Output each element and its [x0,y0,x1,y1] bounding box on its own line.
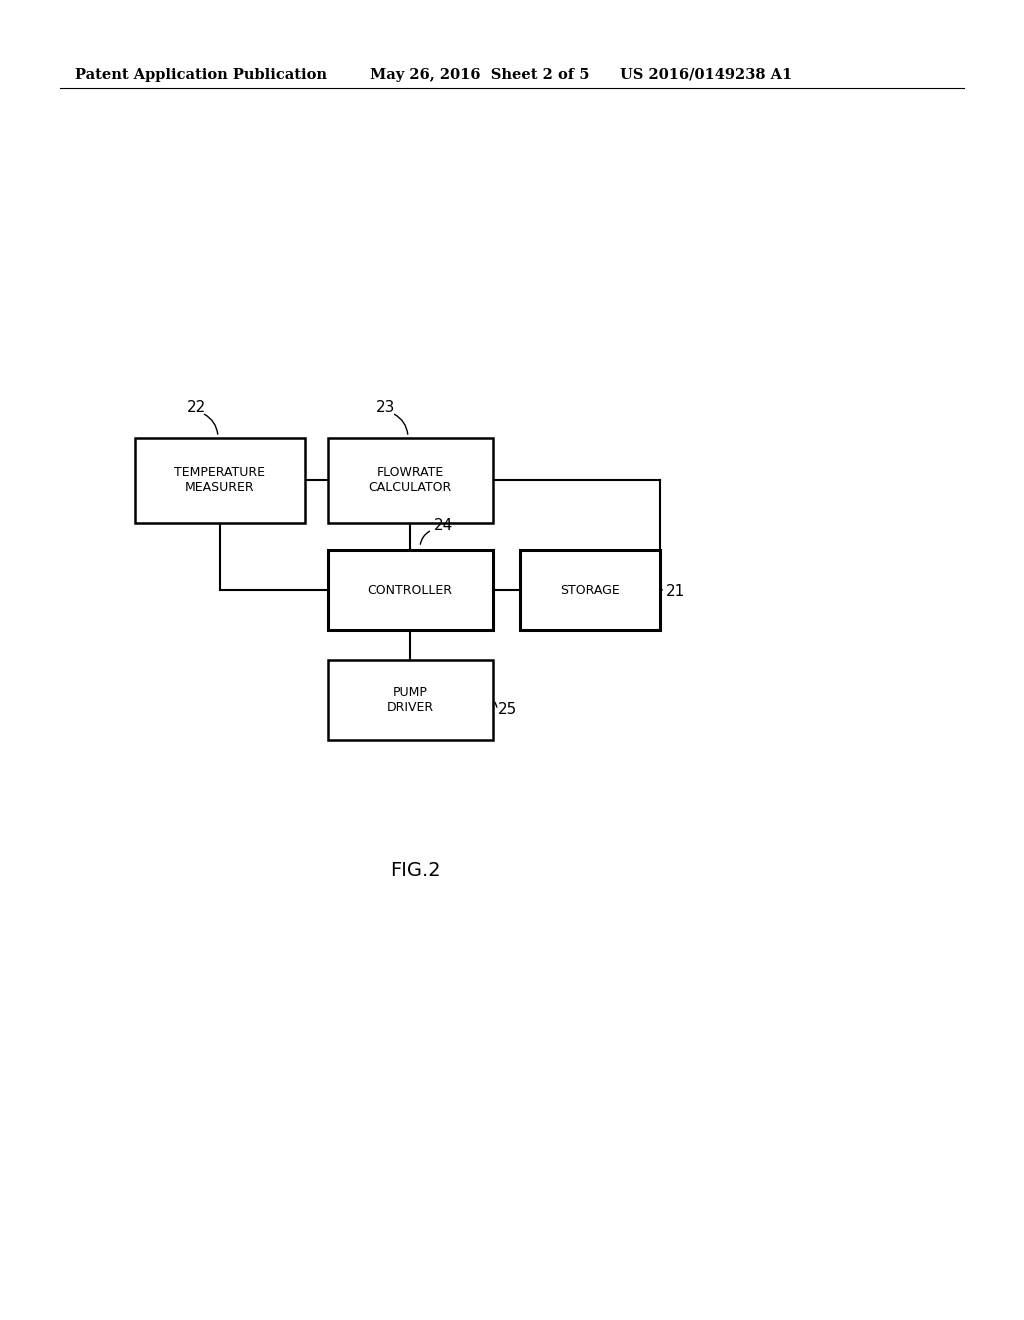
Bar [328,550,493,630]
Bar [520,550,660,630]
Text: May 26, 2016  Sheet 2 of 5: May 26, 2016 Sheet 2 of 5 [370,69,590,82]
Text: STORAGE: STORAGE [560,583,620,597]
Text: FIG.2: FIG.2 [390,861,440,879]
Text: CONTROLLER: CONTROLLER [368,583,453,597]
Text: 24: 24 [434,517,454,532]
Text: 25: 25 [498,702,517,718]
Text: 22: 22 [186,400,206,414]
Text: FLOWRATE
CALCULATOR: FLOWRATE CALCULATOR [369,466,452,494]
Bar [135,437,305,523]
Text: 23: 23 [376,400,395,414]
Text: US 2016/0149238 A1: US 2016/0149238 A1 [620,69,793,82]
Text: PUMP
DRIVER: PUMP DRIVER [386,686,433,714]
Bar [328,660,493,741]
Text: TEMPERATURE
MEASURER: TEMPERATURE MEASURER [174,466,265,494]
Bar [328,437,493,523]
Text: 21: 21 [666,583,685,598]
Text: Patent Application Publication: Patent Application Publication [75,69,327,82]
